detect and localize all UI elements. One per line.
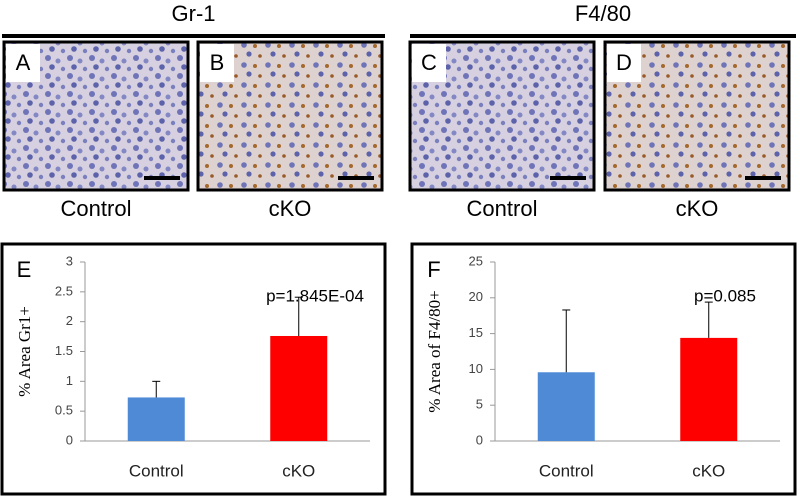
letter-box [200, 44, 234, 82]
y-tick-label: 2 [66, 313, 73, 328]
y-tick-label: 25 [469, 253, 483, 268]
y-axis-label: % Area Gr1+ [15, 306, 34, 397]
micrograph [196, 40, 384, 192]
bar [537, 372, 595, 441]
bar [680, 337, 738, 441]
letter-box [607, 44, 641, 82]
x-tick-label: Control [539, 461, 594, 480]
x-tick-label: cKO [282, 461, 315, 480]
chart-frame [0, 242, 387, 496]
bar [127, 397, 185, 441]
y-axis-label: % Area of F4/80+ [425, 290, 444, 412]
y-tick-label: 0 [66, 432, 73, 447]
panel-label: cKO [269, 196, 312, 221]
y-tick-label: 2.5 [55, 283, 73, 298]
panel-letter: A [16, 50, 31, 75]
panel-letter: C [421, 50, 437, 75]
panel-letter: D [616, 50, 632, 75]
y-tick-label: 10 [469, 361, 483, 376]
letter-box [412, 44, 446, 82]
panel-label: Control [467, 196, 538, 221]
panel-label: Control [61, 196, 132, 221]
y-tick-label: 1 [66, 373, 73, 388]
p-value: p=1.845E-04 [266, 286, 364, 305]
y-tick-label: 3 [66, 253, 73, 268]
header: Gr-1 [172, 1, 216, 26]
y-tick-label: 15 [469, 325, 483, 340]
y-tick-label: 0.5 [55, 403, 73, 418]
x-tick-label: Control [129, 461, 184, 480]
charts: 0 0.5 1 1.5 2 2.5 3 E % Area Gr1+ p=1.845E-04 Cont… [0, 242, 797, 496]
panel-label: cKO [676, 196, 719, 221]
bar [270, 335, 328, 441]
y-tick-label: 20 [469, 289, 483, 304]
panel-letter: F [427, 257, 440, 282]
header: F4/80 [575, 1, 631, 26]
headers: Gr-1 F4/80 [2, 1, 796, 38]
letter-box [6, 44, 40, 82]
y-tick-label: 1.5 [55, 343, 73, 358]
panel-letter: B [210, 50, 225, 75]
y-tick-label: 5 [476, 397, 483, 412]
p-value: p=0.085 [694, 286, 756, 305]
y-tick-label: 0 [476, 432, 483, 447]
panel-letter: E [17, 257, 32, 282]
x-tick-label: cKO [692, 461, 725, 480]
